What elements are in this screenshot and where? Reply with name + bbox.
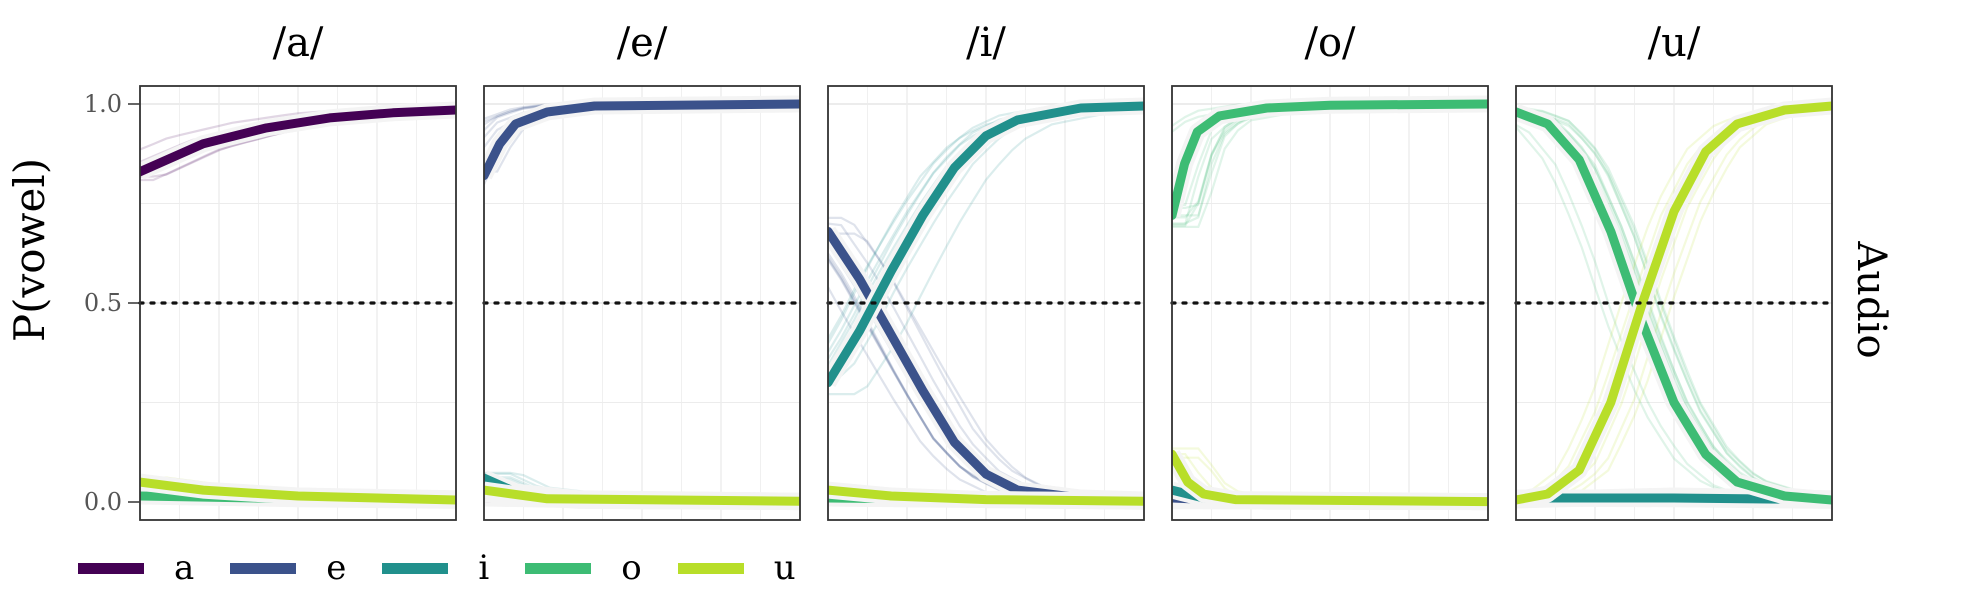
legend-swatch <box>382 562 449 574</box>
series-o-sample-line <box>1516 107 1832 497</box>
series-a-line <box>140 105 456 177</box>
legend-swatch <box>78 562 144 574</box>
facet-strip-label: Audio <box>1848 240 1894 358</box>
legend-item-a: a <box>78 548 194 588</box>
legend-swatch <box>525 562 592 574</box>
legend-label: e <box>326 548 347 588</box>
panel-border <box>483 85 801 521</box>
panel-border <box>1171 85 1489 521</box>
legend-label: u <box>773 548 796 588</box>
panel-title: /o/ <box>1304 20 1356 66</box>
facet-panel: /i/ <box>826 20 1146 521</box>
legend-swatch <box>677 562 744 574</box>
series-u-line <box>1516 101 1832 505</box>
facet-panel: /a/ <box>138 20 458 521</box>
facet-panel: /e/ <box>482 20 802 521</box>
legend-swatch <box>230 562 297 574</box>
legend-item-u: u <box>677 548 796 588</box>
panel-border <box>139 85 457 521</box>
panel-title: /e/ <box>617 20 668 66</box>
series-u-line <box>484 485 800 506</box>
legend-item-i: i <box>382 548 489 588</box>
series-i-sample-line <box>828 109 1144 396</box>
series-e-line <box>484 99 800 181</box>
y-tick-label: 0.0 <box>84 488 122 516</box>
panel-title: /a/ <box>273 20 324 66</box>
panel-title: /i/ <box>966 20 1006 66</box>
panel-border <box>827 85 1145 521</box>
series-o-line <box>1172 99 1488 220</box>
legend-item-o: o <box>525 548 642 588</box>
legend-label: o <box>621 548 642 588</box>
panel-title: /u/ <box>1648 20 1701 66</box>
y-tick-label: 1.0 <box>84 90 122 118</box>
legend-label: i <box>478 548 490 588</box>
facet-panel: /u/ <box>1514 20 1834 521</box>
y-axis-label: P(vowel) <box>5 158 54 342</box>
series-u-line <box>828 485 1144 506</box>
y-tick-label: 0.5 <box>84 289 122 317</box>
facet-panel: /o/ <box>1170 20 1490 521</box>
panel-border <box>1515 85 1833 521</box>
series-i-line <box>828 101 1144 388</box>
legend-item-e: e <box>230 548 346 588</box>
legend-label: a <box>174 548 195 588</box>
series-u-line <box>140 477 456 505</box>
series-u-line <box>1172 449 1488 507</box>
series-o-line <box>1516 107 1832 505</box>
